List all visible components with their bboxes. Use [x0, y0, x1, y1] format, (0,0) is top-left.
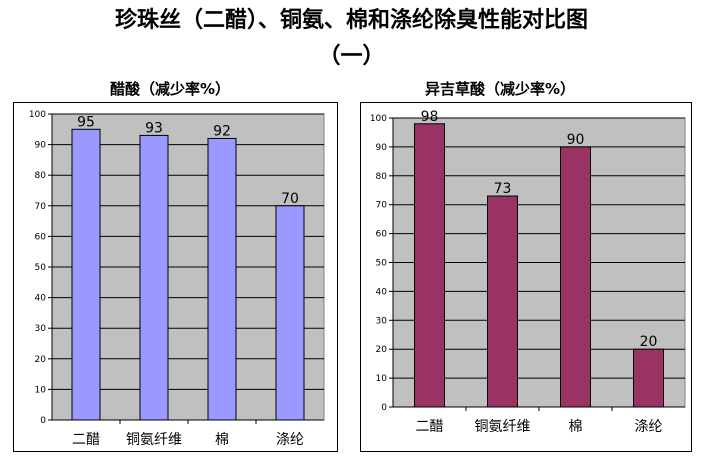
- chart1-y-tick-label: 60: [35, 232, 47, 242]
- chart2-y-tick-label: 80: [376, 172, 388, 182]
- chart1-y-tick-label: 10: [35, 385, 47, 395]
- main-title-line2: （一）: [318, 44, 385, 69]
- chart2-data-label: 98: [421, 109, 439, 125]
- chart1-bar: [207, 137, 237, 421]
- chart1-bar: [139, 134, 169, 421]
- chart2-y-tick-label: 10: [376, 374, 388, 384]
- chart2-data-label: 90: [567, 132, 585, 148]
- chart2-bar: [414, 123, 445, 408]
- chart2-y-tick-label: 30: [376, 316, 388, 326]
- chart2-x-tick-label: 铜氨纤维: [475, 419, 531, 435]
- chart1-bar: [275, 205, 305, 421]
- chart2-y-tick-label: 90: [376, 143, 388, 153]
- chart2-x-tick-label: 二醋: [416, 419, 444, 435]
- chart1-data-label: 95: [77, 114, 95, 130]
- chart2-y-tick-label: 100: [370, 114, 387, 124]
- chart1-x-tick-label: 棉: [215, 431, 229, 448]
- chart1-y-tick-label: 0: [40, 416, 46, 426]
- chart2-title: 异吉草酸（减少率%）: [425, 80, 576, 98]
- chart1-x-tick-label: 二醋: [72, 432, 100, 448]
- chart2-x-tick-label: 涤纶: [635, 419, 663, 435]
- chart1-y-tick-label: 90: [35, 141, 47, 151]
- chart2-y-tick-label: 60: [376, 230, 388, 240]
- chart2-bar: [487, 195, 518, 408]
- chart1-data-label: 92: [213, 123, 231, 139]
- chart1-y-tick-label: 100: [29, 110, 46, 120]
- chart1-y-tick-label: 50: [35, 263, 47, 273]
- chart1-y-tick-label: 20: [35, 355, 47, 365]
- chart1-y-tick-label: 70: [35, 202, 47, 212]
- chart2-y-tick-label: 40: [376, 287, 388, 297]
- chart2-bar: [560, 146, 591, 408]
- chart1-y-tick-label: 30: [35, 324, 47, 334]
- chart1-bar: [71, 128, 101, 421]
- chart1-y-tick-label: 80: [35, 171, 47, 181]
- chart2-data-label: 20: [640, 334, 658, 350]
- chart2-y-tick-label: 20: [376, 345, 388, 355]
- chart2-y-tick-label: 50: [376, 259, 388, 269]
- main-title: 珍珠丝（二醋）、铜氨、棉和涤纶除臭性能对比图: [114, 8, 588, 33]
- chart2-data-label: 73: [494, 181, 512, 197]
- chart1-data-label: 93: [145, 120, 163, 136]
- chart1-y-tick-label: 40: [35, 294, 47, 304]
- chart2-x-tick-label: 棉: [569, 418, 583, 435]
- chart1-x-tick-label: 铜氨纤维: [126, 432, 182, 448]
- chart1-data-label: 70: [281, 191, 299, 207]
- chart2-y-tick-label: 70: [376, 201, 388, 211]
- chart2-bar: [633, 348, 664, 408]
- chart1-title: 醋酸（减少率%）: [110, 80, 231, 98]
- chart1-x-tick-label: 涤纶: [276, 432, 304, 448]
- chart2-y-tick-label: 0: [381, 403, 387, 413]
